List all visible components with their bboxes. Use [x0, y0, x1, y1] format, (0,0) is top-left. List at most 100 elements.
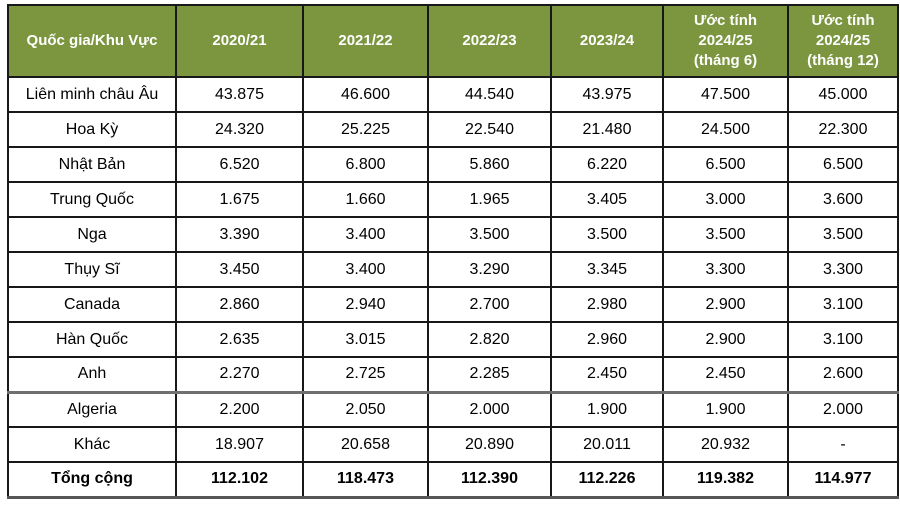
- value-cell: 2.450: [550, 356, 664, 393]
- value-cell: 3.450: [175, 251, 304, 288]
- value-cell: 2.820: [427, 321, 552, 358]
- value-cell: 1.675: [175, 181, 304, 218]
- value-cell: 2.450: [662, 356, 789, 393]
- value-cell: 6.500: [662, 146, 789, 183]
- value-cell: 2.285: [427, 356, 552, 393]
- value-cell: 46.600: [302, 76, 429, 113]
- value-cell: 5.860: [427, 146, 552, 183]
- value-cell: 1.900: [550, 390, 664, 428]
- value-cell: 3.400: [302, 216, 429, 253]
- value-cell: 22.300: [787, 111, 899, 148]
- value-cell: 20.011: [550, 426, 664, 463]
- value-cell: 2.000: [787, 390, 899, 428]
- value-cell: 45.000: [787, 76, 899, 113]
- table-row: Tổng cộng 112.102 118.473 112.390 112.226 119…: [7, 461, 899, 499]
- value-cell: 3.300: [787, 251, 899, 288]
- value-cell: 43.975: [550, 76, 664, 113]
- value-cell: 6.500: [787, 146, 899, 183]
- value-cell: 3.405: [550, 181, 664, 218]
- value-cell: 2.000: [427, 390, 552, 428]
- value-cell: 2.635: [175, 321, 304, 358]
- value-cell: 47.500: [662, 76, 789, 113]
- value-cell: 6.520: [175, 146, 304, 183]
- table-row: Nhật Bản 6.520 6.800 5.860 6.220 6.500 6.500: [7, 146, 899, 183]
- value-cell: 21.480: [550, 111, 664, 148]
- export-data-table: Quốc gia/Khu Vực 2020/21 2021/22 2022/23 20…: [7, 4, 899, 499]
- value-cell: 24.320: [175, 111, 304, 148]
- value-cell: 3.000: [662, 181, 789, 218]
- value-cell: 3.015: [302, 321, 429, 358]
- row-label-cell: Canada: [7, 286, 177, 323]
- table-container: Quốc gia/Khu Vực 2020/21 2021/22 2022/23 20…: [7, 4, 899, 499]
- value-cell: 3.100: [787, 321, 899, 358]
- value-cell: 24.500: [662, 111, 789, 148]
- value-cell: 112.390: [427, 461, 552, 499]
- value-cell: 3.400: [302, 251, 429, 288]
- value-cell: 6.800: [302, 146, 429, 183]
- value-cell: 2.600: [787, 356, 899, 393]
- value-cell: 20.890: [427, 426, 552, 463]
- table-row: Canada 2.860 2.940 2.700 2.980 2.900 3.100: [7, 286, 899, 323]
- table-row: Hoa Kỳ 24.320 25.225 22.540 21.480 24.500 22.3…: [7, 111, 899, 148]
- value-cell: 3.290: [427, 251, 552, 288]
- value-cell: 3.390: [175, 216, 304, 253]
- table-row: Trung Quốc 1.675 1.660 1.965 3.405 3.000 3.600: [7, 181, 899, 218]
- value-cell: 2.900: [662, 286, 789, 323]
- header-col-0: 2020/21: [175, 4, 304, 78]
- row-label-cell: Nhật Bản: [7, 146, 177, 183]
- header-col-4: Ước tính 2024/25 (tháng 6): [662, 4, 789, 78]
- value-cell: 112.226: [550, 461, 664, 499]
- value-cell: 1.660: [302, 181, 429, 218]
- value-cell: 3.500: [550, 216, 664, 253]
- table-row: Hàn Quốc 2.635 3.015 2.820 2.960 2.900 3.100: [7, 321, 899, 358]
- value-cell: 114.977: [787, 461, 899, 499]
- table-row: Nga 3.390 3.400 3.500 3.500 3.500 3.500: [7, 216, 899, 253]
- row-label-cell: Thụy Sĩ: [7, 251, 177, 288]
- value-cell: 112.102: [175, 461, 304, 499]
- value-cell: 3.600: [787, 181, 899, 218]
- value-cell: 43.875: [175, 76, 304, 113]
- header-row: Quốc gia/Khu Vực 2020/21 2021/22 2022/23 20…: [7, 4, 899, 78]
- row-label-cell: Hoa Kỳ: [7, 111, 177, 148]
- value-cell: 22.540: [427, 111, 552, 148]
- value-cell: 3.345: [550, 251, 664, 288]
- value-cell: 2.270: [175, 356, 304, 393]
- value-cell: 3.500: [427, 216, 552, 253]
- value-cell: 3.300: [662, 251, 789, 288]
- value-cell: 3.500: [787, 216, 899, 253]
- table-body: Liên minh châu Âu 43.875 46.600 44.540 43.97…: [7, 76, 899, 499]
- value-cell: 1.900: [662, 390, 789, 428]
- value-cell: 3.100: [787, 286, 899, 323]
- header-col-1: 2021/22: [302, 4, 429, 78]
- table-row: Anh 2.270 2.725 2.285 2.450 2.450 2.600: [7, 356, 899, 393]
- table-row: Algeria 2.200 2.050 2.000 1.900 1.900 2.000: [7, 390, 899, 428]
- row-label-cell: Algeria: [7, 390, 177, 428]
- table-row: Thụy Sĩ 3.450 3.400 3.290 3.345 3.300 3.300: [7, 251, 899, 288]
- value-cell: 118.473: [302, 461, 429, 499]
- row-label-cell: Liên minh châu Âu: [7, 76, 177, 113]
- value-cell: 25.225: [302, 111, 429, 148]
- value-cell: 2.200: [175, 390, 304, 428]
- value-cell: 2.860: [175, 286, 304, 323]
- header-col-2: 2022/23: [427, 4, 552, 78]
- value-cell: 18.907: [175, 426, 304, 463]
- value-cell: 2.725: [302, 356, 429, 393]
- value-cell: 2.960: [550, 321, 664, 358]
- row-label-cell: Khác: [7, 426, 177, 463]
- value-cell: 2.980: [550, 286, 664, 323]
- row-label-cell: Anh: [7, 356, 177, 393]
- value-cell: -: [787, 426, 899, 463]
- value-cell: 6.220: [550, 146, 664, 183]
- row-label-cell: Nga: [7, 216, 177, 253]
- row-label-cell: Hàn Quốc: [7, 321, 177, 358]
- table-row: Liên minh châu Âu 43.875 46.600 44.540 43.97…: [7, 76, 899, 113]
- header-col-3: 2023/24: [550, 4, 664, 78]
- value-cell: 2.700: [427, 286, 552, 323]
- value-cell: 2.900: [662, 321, 789, 358]
- header-col-5: Ước tính 2024/25 (tháng 12): [787, 4, 899, 78]
- table-row: Khác 18.907 20.658 20.890 20.011 20.932-: [7, 426, 899, 463]
- value-cell: 1.965: [427, 181, 552, 218]
- value-cell: 2.940: [302, 286, 429, 323]
- value-cell: 2.050: [302, 390, 429, 428]
- row-label-cell: Tổng cộng: [7, 461, 177, 499]
